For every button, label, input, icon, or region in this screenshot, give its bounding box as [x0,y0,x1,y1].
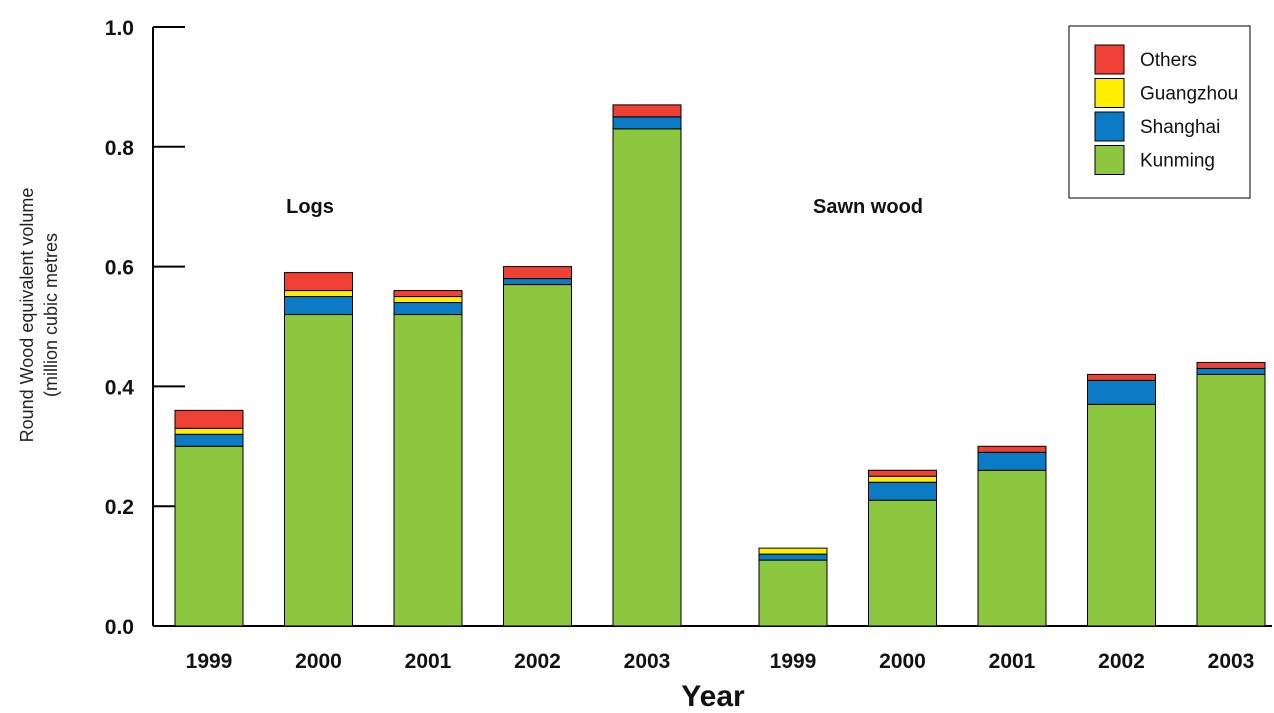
bar-segment-others [1196,361,1266,369]
bar-segment-kunming [758,559,828,627]
bar-segment-others [977,445,1047,453]
bar-segment-others [393,290,463,298]
bar-segment-shanghai [1087,379,1156,405]
bar-segment-kunming [1087,403,1156,627]
x-tick-label: 2000 [295,650,342,673]
labels: Logs 1999 2000 2001 2002 2003 Sawn wood 1999 200… [186,196,1255,673]
bar-segment-kunming [868,499,937,627]
legend-swatch [1094,78,1125,108]
x-tick-label: 2001 [405,650,452,673]
y-tick-label: 0.8 [105,137,135,160]
legend: Others Guangzhou Shanghai Kunming [1068,25,1251,199]
bar-segment-shanghai [284,296,353,316]
x-axis-label: Year [681,680,745,713]
bar-segment-guangzhou [393,296,463,304]
y-tick-label: 1.0 [105,17,134,40]
bar-segment-kunming [174,445,244,627]
bar-segment-others [284,272,353,292]
bar-segment-kunming [503,284,572,627]
bar-segment-guangzhou [174,427,244,435]
bar-segment-kunming [393,314,463,627]
group-label: Logs [286,196,334,218]
legend-swatch [1094,111,1125,142]
x-tick-label: 2001 [989,650,1036,673]
x-tick-label: 2002 [1098,650,1145,673]
bar-segment-kunming [284,314,353,627]
bar-segment-kunming [1196,373,1266,627]
bar-segment-guangzhou [758,547,828,555]
bar-segment-shanghai [758,553,828,561]
x-tick-label: 2003 [624,650,671,673]
bar-segment-guangzhou [868,475,937,483]
x-tick-label: 2002 [514,650,561,673]
y-axis-label: Round Wood equivalent volume (million cu… [17,188,61,443]
legend-label: Shanghai [1140,117,1220,138]
x-tick-label: 1999 [186,650,233,673]
y-tick-label: 0.2 [105,496,134,519]
group-label: Sawn wood [813,196,923,218]
bars [174,104,1266,627]
bar-segment-others [868,469,937,477]
bar-segment-kunming [977,469,1047,627]
bar-segment-shanghai [174,433,244,447]
x-tick-label: 1999 [770,650,817,673]
legend-label: Kunming [1140,151,1215,172]
y-axis-label-line-2: (million cubic metres [41,233,61,397]
bar-segment-shanghai [868,481,937,501]
bar-segment-shanghai [503,278,572,286]
legend-label: Others [1140,50,1197,71]
bar-segment-kunming [612,128,682,627]
legend-swatch [1094,145,1125,175]
y-tick-label: 0.0 [105,616,134,639]
bar-segment-others [1087,373,1156,381]
bar-segment-shanghai [612,116,682,130]
x-tick-label: 2003 [1208,650,1255,673]
bar-segment-shanghai [1196,367,1266,375]
legend-label: Guangzhou [1140,84,1238,105]
bar-segment-others [174,409,244,429]
bar-segment-shanghai [393,302,463,316]
bar-segment-shanghai [977,451,1047,471]
y-tick-label: 0.4 [105,376,135,399]
bar-segment-others [503,266,572,280]
bar-segment-others [612,104,682,118]
x-tick-label: 2000 [879,650,926,673]
y-tick-label: 0.6 [105,257,134,280]
legend-swatch [1094,44,1125,75]
bar-segment-guangzhou [284,290,353,298]
y-axis-label-line-1: Round Wood equivalent volume [17,188,37,443]
